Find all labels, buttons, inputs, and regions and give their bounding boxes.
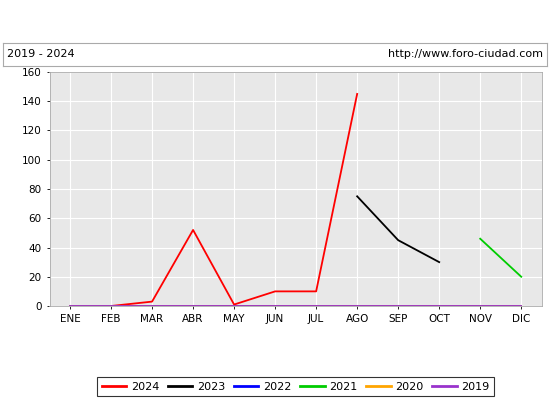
Text: 2019 - 2024: 2019 - 2024 [7, 49, 75, 59]
Text: Evolucion Nº Turistas Nacionales en el municipio de Valdearcos de la Vega: Evolucion Nº Turistas Nacionales en el m… [42, 14, 508, 28]
Legend: 2024, 2023, 2022, 2021, 2020, 2019: 2024, 2023, 2022, 2021, 2020, 2019 [97, 378, 494, 396]
Text: http://www.foro-ciudad.com: http://www.foro-ciudad.com [388, 49, 543, 59]
